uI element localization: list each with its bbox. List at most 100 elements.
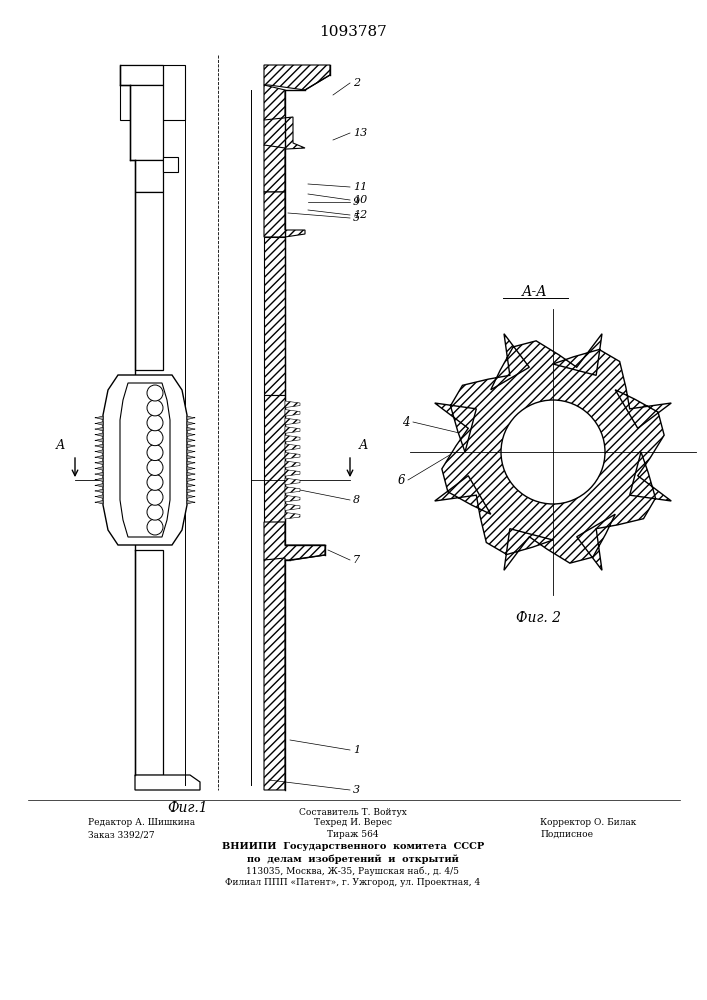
Text: Техред И. Верес: Техред И. Верес — [314, 818, 392, 827]
Text: А: А — [358, 439, 368, 452]
Polygon shape — [264, 145, 285, 192]
Polygon shape — [95, 422, 103, 425]
Polygon shape — [187, 433, 195, 436]
Polygon shape — [135, 550, 163, 775]
Polygon shape — [103, 375, 187, 545]
Polygon shape — [95, 478, 103, 482]
Polygon shape — [285, 444, 300, 450]
Polygon shape — [135, 192, 163, 370]
Circle shape — [147, 459, 163, 475]
Polygon shape — [285, 470, 300, 476]
Polygon shape — [95, 472, 103, 476]
Circle shape — [147, 445, 163, 461]
Polygon shape — [95, 438, 103, 442]
Polygon shape — [264, 395, 285, 522]
Polygon shape — [285, 504, 300, 510]
Polygon shape — [95, 484, 103, 487]
Polygon shape — [285, 512, 300, 519]
Text: 12: 12 — [353, 210, 367, 220]
Text: Редактор А. Шишкина: Редактор А. Шишкина — [88, 818, 195, 827]
Polygon shape — [187, 416, 195, 420]
Polygon shape — [285, 452, 300, 459]
Text: Фиг. 2: Фиг. 2 — [515, 611, 561, 625]
Polygon shape — [95, 500, 103, 504]
Polygon shape — [187, 422, 195, 425]
Text: Тираж 564: Тираж 564 — [327, 830, 379, 839]
Polygon shape — [187, 484, 195, 487]
Circle shape — [147, 474, 163, 490]
Text: А: А — [55, 439, 65, 452]
Text: 5: 5 — [353, 213, 360, 223]
Polygon shape — [187, 455, 195, 459]
Polygon shape — [264, 192, 305, 237]
Polygon shape — [95, 416, 103, 420]
Polygon shape — [120, 65, 185, 120]
Polygon shape — [187, 478, 195, 482]
Text: А-А: А-А — [522, 285, 548, 299]
Text: 6: 6 — [397, 474, 405, 487]
Polygon shape — [95, 427, 103, 431]
Polygon shape — [264, 85, 285, 125]
Polygon shape — [264, 558, 285, 790]
Polygon shape — [95, 467, 103, 470]
Polygon shape — [264, 237, 285, 395]
Text: по  делам  изобретений  и  открытий: по делам изобретений и открытий — [247, 854, 459, 863]
Polygon shape — [95, 489, 103, 493]
Polygon shape — [285, 401, 300, 408]
Polygon shape — [95, 444, 103, 448]
Text: ВНИИПИ  Государственного  комитета  СССР: ВНИИПИ Государственного комитета СССР — [222, 842, 484, 851]
Text: Корректор О. Билак: Корректор О. Билак — [540, 818, 636, 827]
Polygon shape — [187, 427, 195, 431]
Polygon shape — [135, 775, 200, 790]
Polygon shape — [95, 461, 103, 465]
Polygon shape — [187, 461, 195, 465]
Polygon shape — [135, 160, 163, 192]
Text: 4: 4 — [402, 416, 410, 428]
Polygon shape — [285, 487, 300, 493]
Text: Составитель Т. Войтух: Составитель Т. Войтух — [299, 808, 407, 817]
Polygon shape — [285, 495, 300, 502]
Circle shape — [147, 519, 163, 535]
Text: Филиал ППП «Патент», г. Ужгород, ул. Проектная, 4: Филиал ППП «Патент», г. Ужгород, ул. Про… — [226, 878, 481, 887]
Polygon shape — [264, 522, 325, 560]
Circle shape — [147, 504, 163, 520]
Circle shape — [147, 400, 163, 416]
Text: Заказ 3392/27: Заказ 3392/27 — [88, 830, 155, 839]
Polygon shape — [187, 444, 195, 448]
Polygon shape — [187, 500, 195, 504]
Text: 11: 11 — [353, 182, 367, 192]
Text: Фиг.1: Фиг.1 — [168, 801, 209, 815]
Polygon shape — [187, 472, 195, 476]
Text: Подписное: Подписное — [540, 830, 593, 839]
Polygon shape — [285, 410, 300, 416]
Polygon shape — [264, 65, 330, 90]
Text: 13: 13 — [353, 128, 367, 138]
Polygon shape — [435, 334, 671, 570]
Polygon shape — [95, 495, 103, 498]
Polygon shape — [120, 383, 170, 537]
Polygon shape — [95, 455, 103, 459]
Polygon shape — [285, 435, 300, 442]
Polygon shape — [187, 495, 195, 498]
Circle shape — [147, 415, 163, 431]
Polygon shape — [285, 427, 300, 433]
Text: 113035, Москва, Ж-35, Раушская наб., д. 4/5: 113035, Москва, Ж-35, Раушская наб., д. … — [247, 866, 460, 876]
Polygon shape — [285, 461, 300, 468]
Polygon shape — [187, 489, 195, 493]
Polygon shape — [95, 433, 103, 436]
Text: 9: 9 — [353, 197, 360, 207]
Polygon shape — [120, 65, 163, 85]
Polygon shape — [163, 157, 178, 172]
Text: 2: 2 — [353, 78, 360, 88]
Text: 7: 7 — [353, 555, 360, 565]
Circle shape — [147, 489, 163, 505]
Polygon shape — [187, 467, 195, 470]
Polygon shape — [187, 450, 195, 453]
Text: 3: 3 — [353, 785, 360, 795]
Circle shape — [501, 400, 605, 504]
Polygon shape — [264, 117, 305, 150]
Polygon shape — [285, 478, 300, 485]
Text: 10: 10 — [353, 195, 367, 205]
Circle shape — [147, 385, 163, 401]
Polygon shape — [187, 438, 195, 442]
